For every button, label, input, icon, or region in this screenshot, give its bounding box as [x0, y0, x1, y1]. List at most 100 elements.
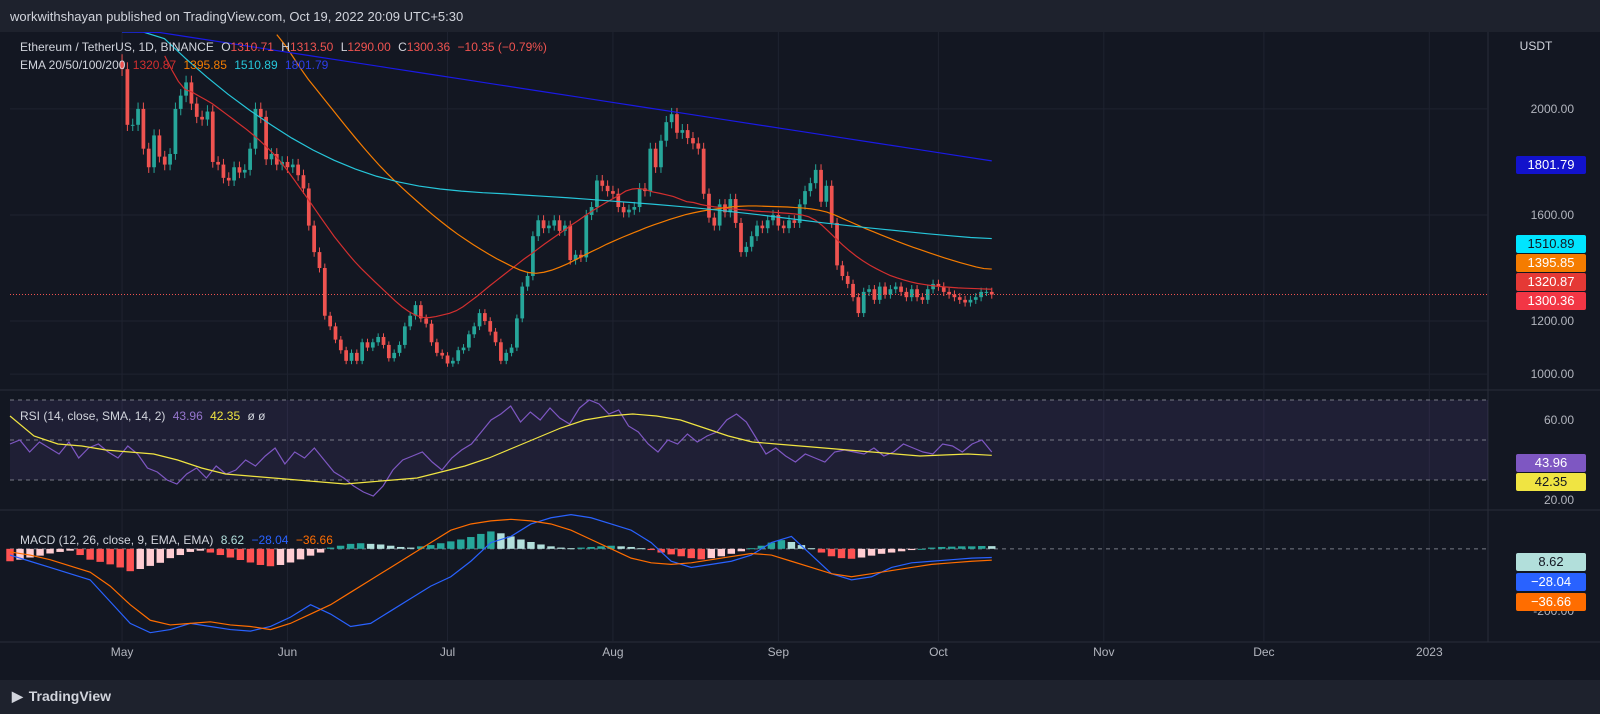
candle-body	[915, 289, 919, 298]
candle-body	[989, 291, 994, 295]
rsi-label[interactable]: RSI (14, close, SMA, 14, 2)	[20, 409, 166, 423]
candle-body	[130, 124, 135, 126]
candle-body	[397, 344, 402, 353]
ema100-price-label: 1510.89	[1516, 235, 1586, 253]
candle-body	[829, 185, 834, 223]
symbol-title[interactable]: Ethereum / TetherUS, 1D, BINANCE	[20, 40, 214, 54]
candle-body	[920, 297, 925, 300]
macd-hist-bar	[988, 546, 996, 549]
macd-hist-bar	[827, 548, 836, 557]
macd-hist-bar	[216, 548, 225, 556]
macd-hist-bar	[256, 548, 265, 565]
candle-body	[424, 318, 429, 324]
macd-hist-bar	[497, 533, 505, 549]
rsi-sma-price-label: 42.35	[1516, 473, 1586, 491]
macd-hist-bar	[166, 548, 175, 559]
candle-body	[712, 217, 717, 226]
candle-body	[274, 153, 279, 165]
main-legend: Ethereum / TetherUS, 1D, BINANCE O1310.7…	[20, 40, 551, 54]
open-value: 1310.71	[230, 40, 274, 54]
candle-body	[755, 225, 759, 237]
candle-body	[835, 222, 839, 266]
candle-body	[141, 108, 146, 149]
macd-hist-bar	[467, 537, 475, 549]
rsi-legend: RSI (14, close, SMA, 14, 2) 43.96 42.35 …	[20, 409, 269, 423]
x-tick-label: Dec	[1253, 645, 1274, 659]
candle-body	[205, 111, 210, 120]
macd-hist-bar	[867, 548, 876, 556]
macd-hist-bar	[647, 548, 655, 551]
candle-body	[867, 289, 871, 292]
candle-body	[616, 193, 621, 208]
candle-body	[210, 111, 215, 162]
macd-hist-bar	[56, 548, 64, 552]
candle-body	[680, 130, 685, 133]
macd-hist-bar	[537, 544, 545, 549]
candle-body	[285, 161, 290, 168]
macd-hist-bar	[527, 541, 535, 549]
macd-signal-line	[9, 518, 992, 631]
tradingview-icon: ▶	[12, 688, 23, 704]
candle-body	[808, 183, 813, 192]
candle-body	[354, 352, 359, 361]
candle-body	[515, 318, 519, 348]
candle-body	[312, 225, 317, 253]
macd-hist-bar	[597, 546, 605, 549]
candle-body	[264, 116, 268, 160]
ema-label[interactable]: EMA 20/50/100/200	[20, 58, 126, 72]
candle-body	[984, 291, 989, 293]
macd-hist-bar	[747, 548, 756, 550]
macd-hist-bar	[737, 548, 746, 552]
ema20-price-label: 1320.87	[1516, 273, 1586, 291]
macd-hist-bar	[226, 548, 235, 558]
candle-body	[184, 82, 188, 96]
macd-hist-bar	[807, 548, 816, 550]
macd-signal-value: −36.66	[295, 533, 333, 547]
candle-body	[573, 254, 578, 261]
macd-hist-bar	[266, 548, 275, 567]
macd-hist-bar	[978, 546, 986, 549]
candle-body	[461, 347, 466, 351]
candle-body	[600, 180, 605, 186]
candle-body	[200, 116, 204, 120]
macd-hist-bar	[86, 548, 94, 560]
macd-hist-bar	[336, 545, 345, 549]
candle-body	[237, 167, 242, 173]
candle-body	[306, 188, 311, 226]
macd-hist-bar	[447, 541, 455, 549]
macd-hist-bar	[96, 548, 104, 562]
candle-body	[120, 61, 124, 70]
macd-hist-bar	[617, 546, 625, 549]
macd-hist-bar	[877, 548, 886, 554]
rsi-sma-line	[9, 413, 992, 485]
candle-body	[344, 350, 349, 361]
tradingview-logo[interactable]: ▶ TradingView	[12, 688, 111, 705]
ema200-value: 1801.79	[284, 58, 329, 72]
macd-hist-bar	[777, 540, 786, 549]
macd-hist-value: 8.62	[220, 533, 245, 547]
chart-canvas[interactable]: May Jun Jul Aug Sep Oct Nov Dec 2023 USDT 1000.00 1…	[0, 32, 1600, 680]
candle-body	[568, 225, 573, 261]
macd-hist-bar	[16, 548, 24, 560]
candle-body	[450, 360, 455, 364]
macd-hist-bar	[697, 548, 705, 560]
macd-line	[9, 514, 992, 634]
macd-hist-bar	[477, 533, 485, 549]
macd-hist-bar	[787, 541, 796, 549]
macd-hist-bar	[116, 548, 124, 568]
candle-body	[178, 95, 183, 109]
candle-body	[563, 225, 567, 231]
macd-label[interactable]: MACD (12, 26, close, 9, EMA, EMA)	[20, 533, 214, 547]
candle-body	[584, 214, 589, 258]
candle-body	[333, 326, 338, 340]
candle-body	[941, 286, 946, 292]
candle-body	[376, 336, 381, 343]
rsi-tick-label: 20.00	[1544, 493, 1574, 507]
candle-body	[125, 69, 130, 125]
macd-hist-bar	[66, 548, 74, 551]
candle-body	[189, 82, 194, 104]
macd-hist-bar	[156, 548, 164, 563]
candle-body	[381, 336, 386, 345]
candle-body	[621, 207, 626, 213]
macd-hist-bar	[407, 547, 415, 549]
